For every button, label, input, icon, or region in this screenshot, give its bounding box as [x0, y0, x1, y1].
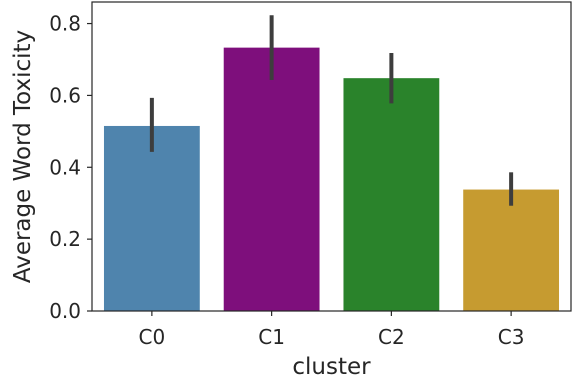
error-bars-layer	[149, 15, 514, 206]
bar-c3	[463, 189, 560, 311]
x-tick-label: C0	[139, 325, 166, 349]
y-tick-label: 0.2	[49, 227, 81, 251]
y-axis-title: Average Word Toxicity	[10, 30, 36, 283]
x-tick-label: C2	[378, 325, 405, 349]
y-tick-label: 0.8	[49, 12, 81, 36]
x-tick-label: C3	[498, 325, 525, 349]
y-tick-label: 0.4	[49, 155, 81, 179]
y-tick-label: 0.0	[49, 299, 81, 323]
bar-c1	[223, 47, 320, 311]
y-axis-ticks: 0.0 0.2 0.4 0.6 0.8	[49, 12, 92, 323]
x-axis-title: cluster	[292, 354, 371, 380]
x-axis-ticks: C0 C1 C2 C3	[139, 311, 525, 349]
y-tick-label: 0.6	[49, 83, 81, 107]
bar-c2	[343, 78, 440, 312]
plot-area	[91, 1, 572, 312]
x-tick-label: C1	[258, 325, 285, 349]
bars-layer	[103, 47, 560, 312]
bar-c0	[103, 125, 200, 311]
plot-frame	[91, 1, 572, 312]
